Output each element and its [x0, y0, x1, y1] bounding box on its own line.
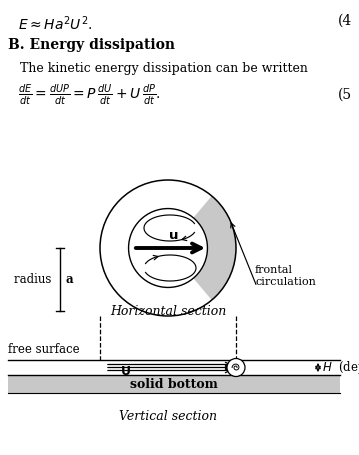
Text: a: a	[66, 273, 74, 286]
Text: (4: (4	[338, 14, 352, 28]
Bar	[8, 375, 340, 393]
Text: $\mathbf{U}$: $\mathbf{U}$	[120, 365, 131, 378]
Text: free surface: free surface	[8, 343, 80, 356]
Text: B. Energy dissipation: B. Energy dissipation	[8, 38, 175, 52]
Text: $H$  (depth): $H$ (depth)	[322, 359, 359, 376]
Text: frontal
circulation: frontal circulation	[255, 265, 316, 287]
Text: radius: radius	[14, 273, 55, 286]
Wedge shape	[194, 196, 236, 300]
Text: solid bottom: solid bottom	[130, 378, 218, 390]
Text: $\mathbf{u}$: $\mathbf{u}$	[168, 229, 178, 242]
Text: $\frac{dE}{dt} = \frac{dUP}{dt} = P\,\frac{dU}{dt} + U\,\frac{dP}{dt}.$: $\frac{dE}{dt} = \frac{dUP}{dt} = P\,\fr…	[18, 83, 161, 107]
Text: (5: (5	[338, 88, 352, 102]
Text: The kinetic energy dissipation can be written: The kinetic energy dissipation can be wr…	[20, 62, 308, 75]
Text: $E \approx Ha^2U^2.$: $E \approx Ha^2U^2.$	[18, 14, 93, 33]
Text: Horizontal section: Horizontal section	[110, 305, 226, 318]
Circle shape	[129, 208, 208, 288]
Circle shape	[227, 359, 245, 376]
Text: Vertical section: Vertical section	[119, 410, 217, 423]
